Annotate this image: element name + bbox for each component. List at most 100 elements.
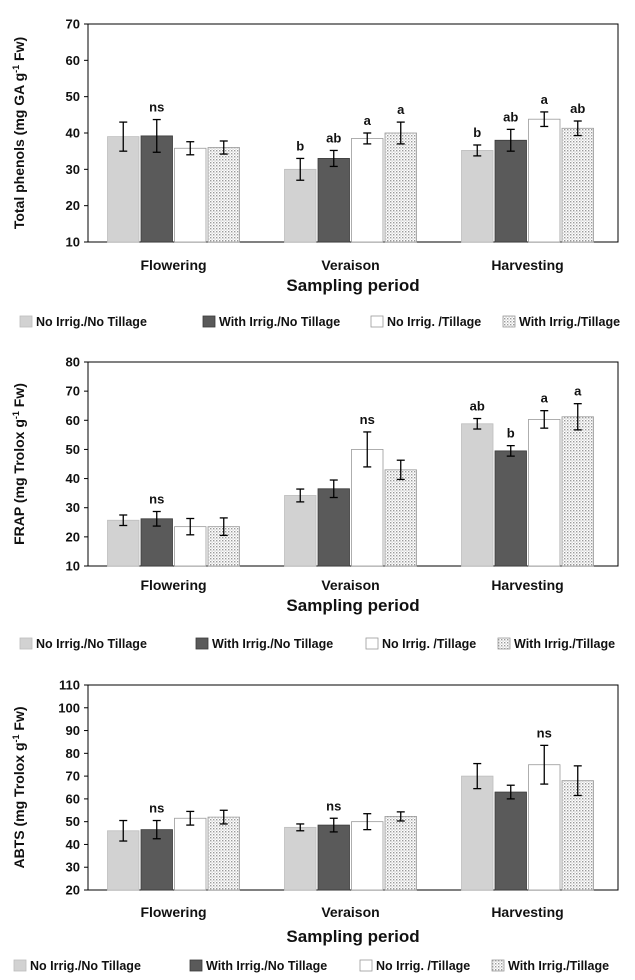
x-category-label: Harvesting — [491, 577, 563, 593]
significance-label: a — [541, 92, 549, 107]
y-tick-label: 70 — [66, 17, 80, 32]
legend-swatch — [497, 637, 511, 650]
legend-label: With Irrig./No Tillage — [212, 637, 333, 651]
legend-swatch — [370, 315, 384, 328]
legend-swatch — [365, 637, 379, 650]
bar-harvesting-s4 — [561, 127, 594, 243]
significance-label: ns — [149, 801, 164, 816]
legend-label: No Irrig./No Tillage — [36, 637, 147, 651]
legend-1: No Irrig./No Tillage With Irrig./No Tilla… — [19, 315, 620, 329]
legend-swatch — [189, 959, 203, 972]
bar-flowering-s2 — [140, 829, 173, 891]
bar-harvesting-s4 — [561, 780, 594, 891]
bar-flowering-s3 — [174, 817, 207, 891]
y-tick-label: 100 — [58, 700, 80, 715]
y-tick-label: 80 — [66, 355, 80, 370]
significance-label: ab — [326, 130, 341, 145]
y-tick-label: 60 — [66, 53, 80, 68]
bar-flowering-s4 — [207, 816, 240, 891]
bar-veraison-s2 — [317, 158, 350, 243]
significance-label: ab — [470, 399, 485, 414]
legend-swatch — [13, 959, 27, 972]
significance-label: ns — [326, 798, 341, 813]
legend-label: No Irrig./No Tillage — [36, 315, 147, 329]
y-tick-label: 40 — [66, 126, 80, 141]
chart-panel-3: 20 30 40 50 60 70 80 90 100 110 ABTS (mg Trolox g-… — [11, 678, 619, 973]
x-category-label: Flowering — [140, 904, 206, 920]
bar-flowering-s1 — [107, 519, 140, 567]
legend-swatch — [19, 637, 33, 650]
bar-harvesting-s2 — [494, 791, 527, 891]
y-tick-label: 110 — [59, 678, 80, 693]
bar-harvesting-s1 — [461, 775, 494, 891]
bar-flowering-s1 — [107, 136, 140, 243]
y-tick-label: 40 — [66, 837, 80, 852]
legend-swatch — [202, 315, 216, 328]
y-tick-label: 60 — [66, 413, 80, 428]
bar-veraison-s1 — [284, 168, 317, 243]
significance-label: a — [397, 102, 405, 117]
x-axis-label: Sampling period — [286, 927, 419, 946]
y-tick-label: 30 — [66, 500, 80, 515]
legend-label: With Irrig./Tillage — [508, 959, 609, 973]
significance-label: b — [296, 138, 304, 153]
bar-harvesting-s3 — [528, 764, 561, 891]
y-tick-label: 20 — [66, 883, 80, 898]
significance-label: ab — [570, 101, 585, 116]
bar-veraison-s4 — [384, 816, 417, 891]
legend-swatch — [19, 315, 33, 328]
y-tick-label: 50 — [66, 442, 80, 457]
significance-label: b — [473, 125, 481, 140]
significance-label: ns — [360, 412, 375, 427]
bar-flowering-s3 — [174, 147, 207, 243]
bar-veraison-s3 — [351, 449, 384, 567]
bar-veraison-s4 — [384, 132, 417, 243]
y-tick-label: 30 — [66, 860, 80, 875]
legend-swatch — [491, 959, 505, 972]
y-tick-label: 20 — [66, 529, 80, 544]
legend-label: No Irrig. /Tillage — [376, 959, 470, 973]
significance-label: a — [364, 113, 372, 128]
x-axis-label: Sampling period — [286, 276, 419, 295]
legend-swatch — [359, 959, 373, 972]
legend-label: No Irrig./No Tillage — [30, 959, 141, 973]
y-tick-label: 50 — [66, 814, 80, 829]
x-category-label: Harvesting — [491, 257, 563, 273]
y-tick-label: 30 — [66, 162, 80, 177]
y-tick-label: 90 — [66, 723, 80, 738]
legend-3: No Irrig./No Tillage With Irrig./No Tilla… — [13, 959, 609, 973]
significance-label: a — [541, 391, 549, 406]
bar-flowering-s2 — [140, 135, 173, 243]
chart-panel-2: 10 20 30 40 50 60 70 80 FRAP (mg Trolox g-1 Fw) n… — [11, 355, 619, 651]
bar-harvesting-s3 — [528, 419, 561, 567]
significance-label: b — [507, 426, 515, 441]
legend-label: No Irrig. /Tillage — [387, 315, 481, 329]
bar-veraison-s2 — [317, 824, 350, 891]
significance-label: ns — [537, 725, 552, 740]
bar-veraison-s1 — [284, 495, 317, 567]
bar-harvesting-s1 — [461, 150, 494, 243]
y-axis-label: FRAP (mg Trolox g-1 Fw) — [11, 383, 27, 545]
y-tick-label: 10 — [66, 559, 80, 574]
chart-panel-1: 10 20 30 40 50 60 70 Total phenols (mg GA g-1 F… — [11, 17, 620, 330]
x-category-label: Harvesting — [491, 904, 563, 920]
y-tick-label: 10 — [66, 235, 80, 250]
bar-harvesting-s1 — [461, 423, 494, 567]
x-category-label: Veraison — [321, 577, 379, 593]
x-category-label: Veraison — [321, 257, 379, 273]
significance-label: ab — [503, 109, 518, 124]
x-axis-label: Sampling period — [286, 596, 419, 615]
y-tick-label: 70 — [66, 384, 80, 399]
legend-label: With Irrig./No Tillage — [206, 959, 327, 973]
chart-layer: 10 20 30 40 50 60 70 Total phenols (mg GA g-1 F… — [11, 17, 620, 974]
y-tick-label: 50 — [66, 89, 80, 104]
legend-swatch — [195, 637, 209, 650]
y-tick-label: 20 — [66, 198, 80, 213]
x-category-label: Flowering — [140, 577, 206, 593]
bar-veraison-s2 — [317, 488, 350, 567]
y-tick-label: 40 — [66, 471, 80, 486]
y-axis-label: ABTS (mg Trolox g-1 Fw) — [11, 706, 27, 868]
bar-veraison-s1 — [284, 826, 317, 891]
significance-label: a — [574, 384, 582, 399]
